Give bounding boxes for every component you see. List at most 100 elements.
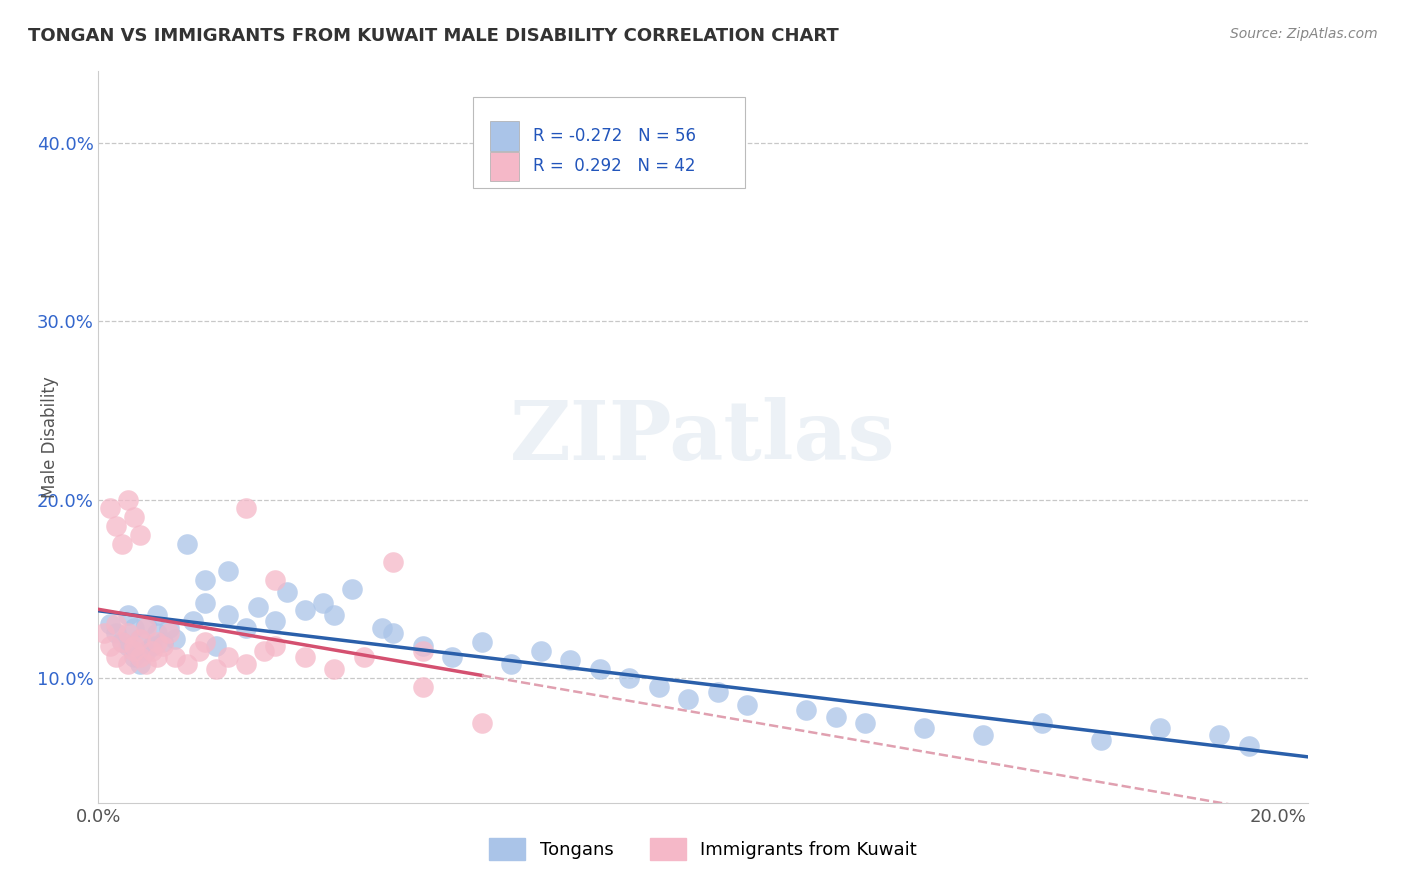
Point — [294, 649, 316, 664]
Point — [1031, 715, 1053, 730]
Point — [128, 632, 150, 646]
Point — [311, 596, 333, 610]
Point — [98, 617, 121, 632]
FancyBboxPatch shape — [474, 97, 745, 188]
Point — [1237, 739, 1260, 753]
Point — [235, 621, 257, 635]
Point — [157, 626, 180, 640]
Point — [105, 519, 128, 533]
Point — [128, 632, 150, 646]
Point — [117, 657, 139, 671]
Point — [264, 639, 287, 653]
Point — [146, 626, 169, 640]
Point — [117, 639, 139, 653]
Point — [501, 657, 523, 671]
Point — [530, 644, 553, 658]
Point — [194, 635, 217, 649]
Point — [619, 671, 641, 685]
Point — [181, 614, 204, 628]
Point — [122, 644, 145, 658]
Point — [471, 635, 494, 649]
Point — [235, 501, 257, 516]
Point — [264, 573, 287, 587]
Point — [205, 639, 228, 653]
Point — [235, 657, 257, 671]
Point — [972, 728, 994, 742]
Point — [217, 564, 239, 578]
Point — [412, 639, 434, 653]
Point — [1149, 721, 1171, 735]
Point — [853, 715, 876, 730]
Point — [165, 632, 187, 646]
Point — [117, 492, 139, 507]
Point — [135, 644, 157, 658]
Point — [294, 603, 316, 617]
Point — [323, 662, 346, 676]
Point — [135, 617, 157, 632]
Point — [589, 662, 612, 676]
Point — [128, 528, 150, 542]
Point — [111, 635, 134, 649]
Point — [122, 510, 145, 524]
Point — [217, 608, 239, 623]
Point — [128, 657, 150, 671]
Point — [117, 626, 139, 640]
Point — [122, 649, 145, 664]
Point — [93, 626, 115, 640]
Point — [105, 649, 128, 664]
Point — [264, 614, 287, 628]
Point — [194, 573, 217, 587]
Point — [135, 621, 157, 635]
Point — [648, 680, 671, 694]
Text: R = -0.272   N = 56: R = -0.272 N = 56 — [533, 127, 696, 145]
Point — [122, 639, 145, 653]
Point — [412, 680, 434, 694]
Point — [353, 649, 375, 664]
Point — [135, 657, 157, 671]
Point — [141, 644, 163, 658]
Point — [323, 608, 346, 623]
Point — [678, 692, 700, 706]
Point — [194, 596, 217, 610]
Text: Source: ZipAtlas.com: Source: ZipAtlas.com — [1230, 27, 1378, 41]
Point — [146, 635, 169, 649]
Point — [141, 639, 163, 653]
Point — [187, 644, 209, 658]
Point — [706, 685, 728, 699]
Point — [824, 710, 846, 724]
Point — [128, 649, 150, 664]
Point — [340, 582, 363, 596]
Point — [246, 599, 269, 614]
Point — [117, 608, 139, 623]
Point — [176, 657, 198, 671]
Point — [157, 621, 180, 635]
Point — [111, 635, 134, 649]
Text: ZIPatlas: ZIPatlas — [510, 397, 896, 477]
Text: R =  0.292   N = 42: R = 0.292 N = 42 — [533, 157, 695, 175]
FancyBboxPatch shape — [491, 152, 519, 181]
Legend: Tongans, Immigrants from Kuwait: Tongans, Immigrants from Kuwait — [482, 830, 924, 867]
Point — [471, 715, 494, 730]
Point — [105, 617, 128, 632]
Point — [105, 626, 128, 640]
Point — [735, 698, 758, 712]
Point — [912, 721, 935, 735]
Point — [276, 585, 298, 599]
FancyBboxPatch shape — [491, 121, 519, 151]
Text: TONGAN VS IMMIGRANTS FROM KUWAIT MALE DISABILITY CORRELATION CHART: TONGAN VS IMMIGRANTS FROM KUWAIT MALE DI… — [28, 27, 839, 45]
Point — [122, 621, 145, 635]
Point — [111, 537, 134, 551]
Point — [382, 555, 405, 569]
Point — [412, 644, 434, 658]
Point — [441, 649, 464, 664]
Point — [146, 608, 169, 623]
Point — [146, 649, 169, 664]
Point — [176, 537, 198, 551]
Point — [1208, 728, 1230, 742]
Point — [794, 703, 817, 717]
Point — [217, 649, 239, 664]
Point — [370, 621, 392, 635]
Point — [165, 649, 187, 664]
Point — [98, 639, 121, 653]
Point — [152, 635, 174, 649]
